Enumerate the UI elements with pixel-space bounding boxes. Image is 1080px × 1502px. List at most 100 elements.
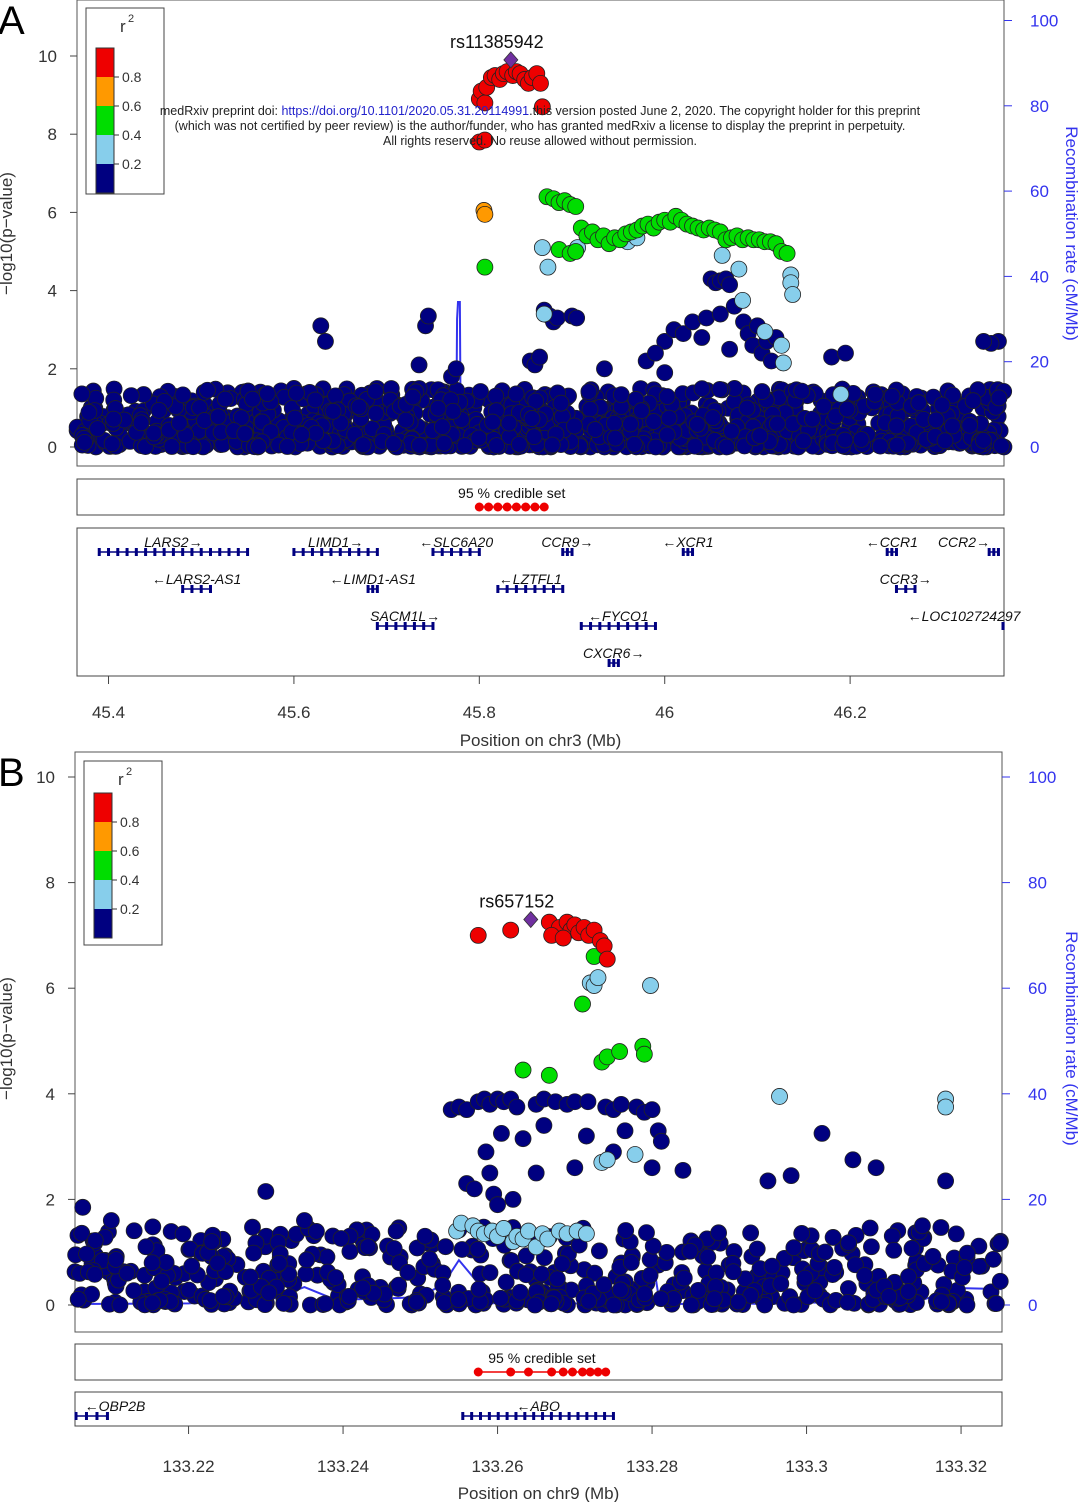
snp-point [354,1279,372,1297]
snp-point [170,414,188,432]
gene-exon [894,585,898,593]
snp-point [312,317,330,335]
snp-point [738,399,756,417]
y-tick-label: 2 [46,1190,55,1209]
snp-point [641,1266,659,1284]
legend-label: 0.2 [122,156,142,172]
snp-point [279,438,296,455]
snp-point [568,309,586,327]
credible-set-point [474,502,484,512]
legend-label: 0.6 [122,98,142,114]
lead-snp-diamond [503,51,519,69]
snp-point [359,1238,377,1256]
snp-point [533,1265,550,1283]
snp-point [566,1159,584,1177]
snp-point [652,1290,670,1308]
snp-point [660,409,678,427]
snp-point [861,1219,879,1237]
gene-exon [885,548,889,556]
gene-exon [894,548,898,556]
snp-point [964,392,982,410]
legend-title: r [118,770,124,789]
y-tick-label: 0 [48,438,57,457]
snp-point [433,418,451,436]
x-tick-label: 45.8 [463,703,496,722]
snp-point [774,354,792,372]
watermark-prefix: medRxiv preprint doi: [159,104,282,118]
snp-point [410,436,428,454]
snp-point [598,950,616,968]
right-y-tick-label: 60 [1030,182,1049,201]
x-tick-label: 45.6 [277,703,310,722]
gene-label: ←LARS2-AS1 [152,571,241,587]
gene-track-box [76,527,1005,677]
doi-link[interactable]: https://doi.org/10.1101/2020.05.31.20114… [281,104,530,118]
gene-exon [431,548,435,556]
snp-point [111,1296,129,1314]
snp-point [899,1283,917,1300]
snp-point [275,1295,293,1312]
snp-point [517,1266,535,1284]
snp-point [782,1167,800,1185]
snp-point [69,1290,87,1308]
gene-exon [514,585,518,593]
snp-point [686,437,704,455]
legend-label: 0.2 [120,901,140,917]
snp-point [713,247,731,264]
snp-point [385,1240,403,1257]
gene-exon [913,585,917,593]
snp-point [674,325,692,343]
gene-exon [611,1412,615,1420]
snp-point [397,411,415,429]
x-tick-label: 133.22 [163,1457,215,1476]
gene-exon [1001,622,1005,630]
gene-label: SACM1L→ [370,608,440,624]
gene-exon [461,1412,465,1420]
legend-title-sup: 2 [128,13,134,25]
snp-point [350,398,368,416]
gene-exon [541,1412,545,1420]
snp-point [566,417,583,435]
snp-point [638,1224,655,1242]
snp-point [132,414,150,432]
snp-point [803,410,821,428]
gene-exon [375,548,379,556]
snp-point [387,1222,405,1240]
gene-exon [144,548,148,556]
gene-exon [904,585,908,593]
gene-exon [236,548,240,556]
gene-exon [348,548,352,556]
snp-point [540,1066,558,1084]
right-y-tick-label: 0 [1028,1296,1037,1315]
gene-exon [551,585,555,593]
gene-exon [385,622,389,630]
right-y-tick-label: 80 [1028,874,1047,893]
snp-point [553,1255,571,1273]
right-y-tick-label: 60 [1028,979,1047,998]
snp-point [903,1239,921,1257]
snp-point [675,1269,693,1287]
snp-point [495,1220,513,1237]
snp-point [756,1296,774,1314]
gene-exon [533,585,537,593]
snp-point [958,1244,976,1262]
snp-point [543,1295,560,1313]
snp-point [656,364,674,382]
gene-exon [505,585,509,593]
gene-exon [357,548,361,556]
snp-point [688,416,706,433]
snp-point [125,1282,143,1300]
snp-point [658,426,676,444]
snp-point [410,356,428,374]
gene-exon [579,622,583,630]
gene-exon [403,622,407,630]
snp-point [399,1263,417,1281]
snp-point [846,1256,864,1274]
gene-exon [477,548,481,556]
snp-point [718,438,736,456]
gene-exon [585,1412,589,1420]
gene-label: ←ABO [516,1398,560,1414]
snp-point [257,1183,275,1200]
snp-point [73,1224,91,1242]
snp-point [658,388,676,405]
